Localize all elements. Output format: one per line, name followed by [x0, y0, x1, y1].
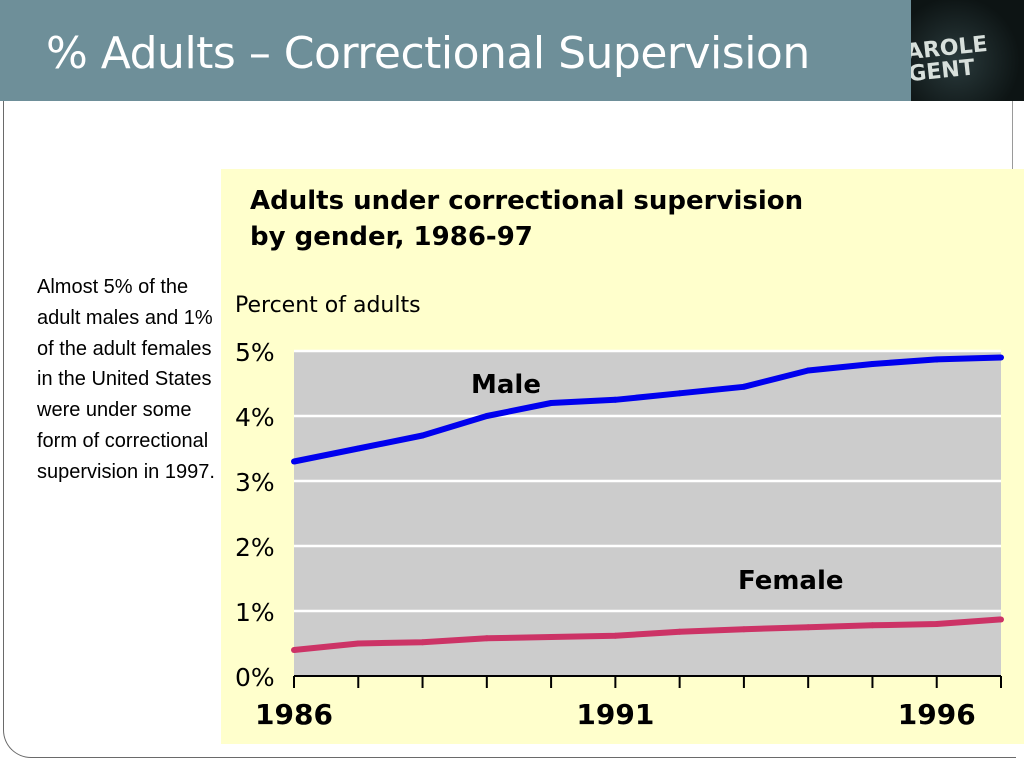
- y-tick-label: 5%: [235, 338, 275, 367]
- y-tick-label: 2%: [235, 533, 275, 562]
- data-point-male: [740, 383, 747, 390]
- data-point-female: [933, 621, 940, 627]
- data-point-female: [355, 640, 362, 647]
- slide-header: % Adults – Correctional Supervision AROL…: [0, 0, 1024, 101]
- data-point-female: [548, 634, 555, 640]
- series-label-female: Female: [738, 566, 844, 596]
- data-point-male: [612, 396, 619, 403]
- data-point-male: [869, 361, 876, 367]
- data-point-female: [676, 628, 683, 635]
- series-line-male: [293, 354, 1002, 465]
- y-tick-label: 0%: [235, 663, 275, 692]
- caption-text: Almost 5% of the adult males and 1% of t…: [37, 276, 215, 483]
- badge-text: AROLE GENT: [911, 30, 1024, 87]
- series-line-female: [293, 616, 1002, 653]
- data-point-male: [291, 458, 297, 465]
- data-point-female: [291, 647, 297, 653]
- plot-area: [294, 351, 1001, 676]
- data-point-female: [419, 639, 426, 646]
- data-point-male: [805, 367, 812, 374]
- parole-agent-badge-image: AROLE GENT: [911, 0, 1024, 101]
- data-point-male: [933, 356, 940, 363]
- slide-title: % Adults – Correctional Supervision: [46, 28, 810, 79]
- chart-title-line-2: by gender, 1986-97: [250, 222, 533, 252]
- data-point-male: [355, 445, 362, 452]
- chart-title-line-1: Adults under correctional supervision: [250, 186, 804, 216]
- x-tick-label: 1996: [898, 698, 976, 731]
- data-point-female: [740, 626, 747, 633]
- chart-title: Adults under correctional supervision by…: [250, 183, 803, 255]
- series-label-male: Male: [471, 370, 541, 400]
- data-point-female: [998, 616, 1004, 623]
- data-point-male: [998, 354, 1004, 361]
- data-point-female: [869, 622, 876, 629]
- data-point-female: [612, 632, 619, 639]
- chart-panel: Adults under correctional supervision by…: [221, 169, 1024, 744]
- data-point-male: [676, 390, 683, 397]
- line-chart: Percent of adults 0% 1% 2% 3% 4% 5% 1986 1991 199…: [235, 293, 1004, 731]
- y-tick-label: 1%: [235, 598, 275, 627]
- y-tick-label: 3%: [235, 468, 275, 497]
- slide-frame: [3, 101, 1016, 758]
- y-tick-label: 4%: [235, 403, 275, 432]
- y-axis-label: Percent of adults: [235, 293, 421, 318]
- data-point-male: [548, 400, 555, 406]
- x-tick-label: 1991: [576, 698, 654, 731]
- data-point-male: [483, 413, 490, 419]
- data-point-female: [805, 624, 812, 631]
- x-tick-label: 1986: [255, 698, 333, 731]
- data-point-female: [483, 635, 490, 642]
- data-point-male: [419, 432, 426, 439]
